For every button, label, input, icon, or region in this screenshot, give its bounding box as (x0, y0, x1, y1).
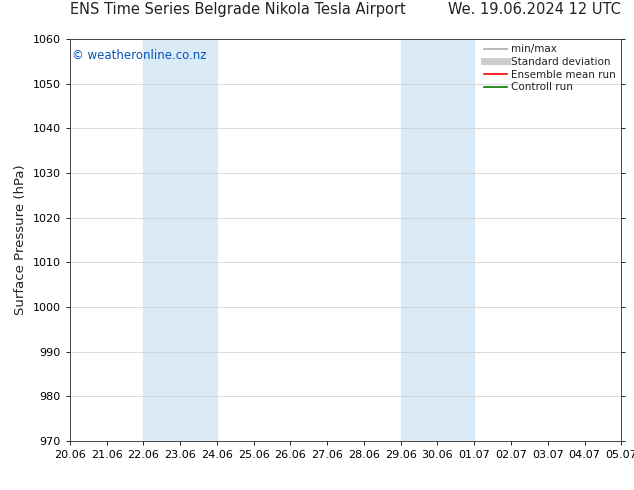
Text: We. 19.06.2024 12 UTC: We. 19.06.2024 12 UTC (448, 2, 621, 17)
Bar (401, 39, 474, 441)
Bar (143, 39, 217, 441)
Text: ENS Time Series Belgrade Nikola Tesla Airport: ENS Time Series Belgrade Nikola Tesla Ai… (70, 2, 406, 17)
Y-axis label: Surface Pressure (hPa): Surface Pressure (hPa) (14, 165, 27, 316)
Legend: min/max, Standard deviation, Ensemble mean run, Controll run: min/max, Standard deviation, Ensemble me… (482, 42, 618, 94)
Text: © weatheronline.co.nz: © weatheronline.co.nz (72, 49, 207, 62)
